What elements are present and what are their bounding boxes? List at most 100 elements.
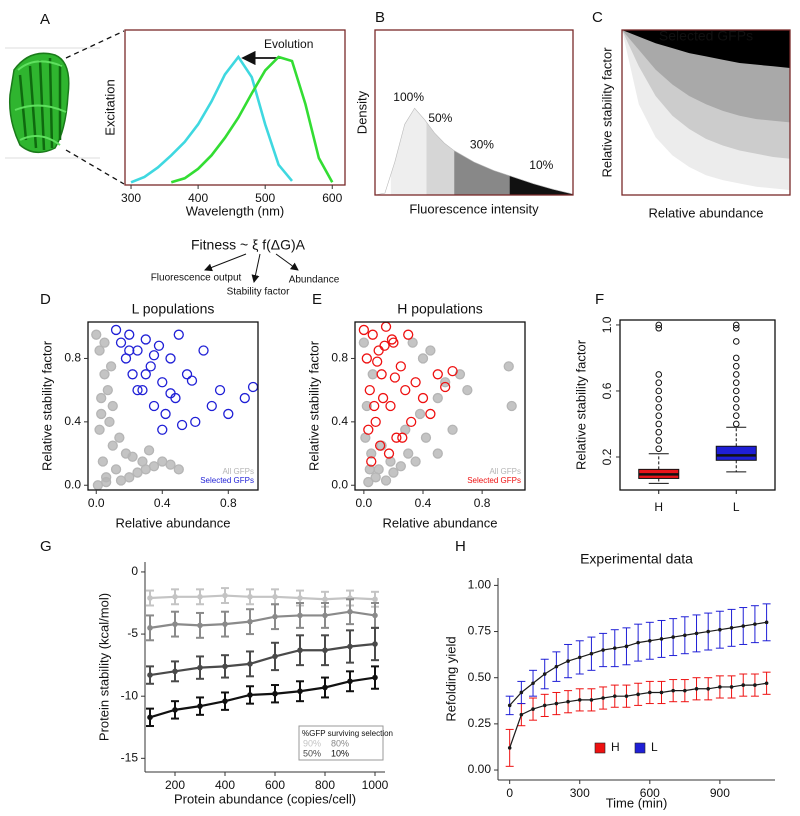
marker — [683, 633, 687, 638]
marker — [197, 622, 203, 629]
marker — [197, 593, 203, 600]
marker — [197, 664, 203, 671]
point — [143, 445, 155, 456]
marker — [542, 703, 547, 708]
x-axis-label: Time (min) — [606, 795, 668, 810]
point — [506, 400, 517, 412]
point — [127, 451, 138, 462]
outlier — [655, 404, 663, 411]
point — [99, 337, 110, 348]
marker — [764, 681, 769, 686]
point — [410, 456, 421, 467]
point — [239, 392, 250, 404]
marker — [147, 595, 153, 601]
point — [432, 392, 443, 404]
x-tick-label: 400 — [215, 778, 235, 792]
density-segment — [426, 122, 455, 195]
y-axis-label: Refolding yield — [443, 636, 458, 721]
x-tick-label: 0 — [506, 786, 513, 800]
point — [148, 350, 160, 361]
point — [114, 432, 125, 443]
point — [157, 377, 168, 388]
x-tick-label: 0.4 — [154, 496, 171, 510]
marker — [222, 592, 228, 599]
y-tick-label: 1.00 — [468, 578, 492, 592]
outlier — [732, 387, 740, 395]
outlier — [732, 324, 740, 332]
y-tick-label: 0 — [131, 564, 138, 578]
y-tick-label: -10 — [121, 688, 139, 702]
point — [414, 408, 426, 420]
marker — [322, 684, 328, 691]
marker — [272, 593, 278, 600]
panel-label: F — [595, 291, 604, 308]
point — [373, 345, 384, 356]
point — [140, 334, 151, 345]
density-segment — [390, 108, 427, 195]
marker — [718, 685, 722, 689]
outlier — [655, 445, 663, 453]
point — [160, 408, 171, 420]
marker — [272, 613, 278, 620]
legend-entry: Selected GFPs — [467, 476, 521, 485]
point — [223, 408, 234, 420]
marker — [531, 681, 535, 686]
marker — [741, 683, 746, 687]
point — [383, 448, 395, 459]
point — [373, 464, 384, 475]
point — [425, 345, 436, 356]
panel-label: B — [375, 9, 385, 26]
x-tick-label: 0.0 — [356, 496, 373, 510]
marker — [372, 612, 378, 619]
marker — [247, 593, 253, 600]
point — [447, 424, 458, 435]
legend-title: %GFP surviving selection — [302, 729, 393, 738]
y-axis-label: Protein stability (kcal/mol) — [96, 593, 111, 741]
point — [380, 475, 392, 486]
marker — [694, 686, 699, 691]
plot-frame — [354, 321, 526, 491]
x-tick-label: 900 — [710, 786, 730, 800]
point — [214, 385, 226, 396]
point — [102, 385, 113, 396]
point — [96, 392, 107, 404]
marker — [718, 627, 722, 632]
y-tick-label: 0.8 — [64, 351, 81, 365]
marker — [322, 596, 328, 603]
point — [389, 372, 401, 383]
marker — [648, 638, 652, 643]
series-line — [149, 676, 376, 719]
fitness-term: Abundance — [289, 275, 340, 286]
point — [132, 385, 143, 396]
marker — [519, 712, 524, 717]
marker — [322, 647, 328, 654]
legend-entry: Selected GFPs — [200, 476, 254, 485]
point — [370, 416, 381, 427]
marker — [372, 674, 378, 681]
point — [99, 369, 110, 380]
chart-title: H populations — [397, 301, 483, 317]
point — [395, 461, 406, 472]
marker — [297, 688, 303, 695]
legend-entry: 90% — [303, 738, 321, 748]
point — [369, 400, 380, 412]
y-tick-label: 0.4 — [331, 414, 348, 428]
legend-entry: All GFPs — [222, 467, 254, 476]
x-tick-label: 600 — [265, 778, 285, 792]
point — [206, 400, 217, 412]
point — [132, 345, 143, 356]
x-tick-label: 0.8 — [220, 496, 237, 510]
marker — [172, 621, 178, 627]
outlier — [655, 395, 663, 403]
point — [127, 369, 138, 380]
point — [397, 432, 408, 443]
segment-label: 10% — [529, 158, 553, 172]
outlier — [732, 379, 740, 387]
point — [91, 329, 102, 340]
marker — [172, 707, 178, 713]
point — [425, 408, 436, 420]
point — [358, 324, 370, 336]
point — [386, 334, 398, 345]
marker — [372, 596, 378, 603]
point — [165, 353, 176, 364]
